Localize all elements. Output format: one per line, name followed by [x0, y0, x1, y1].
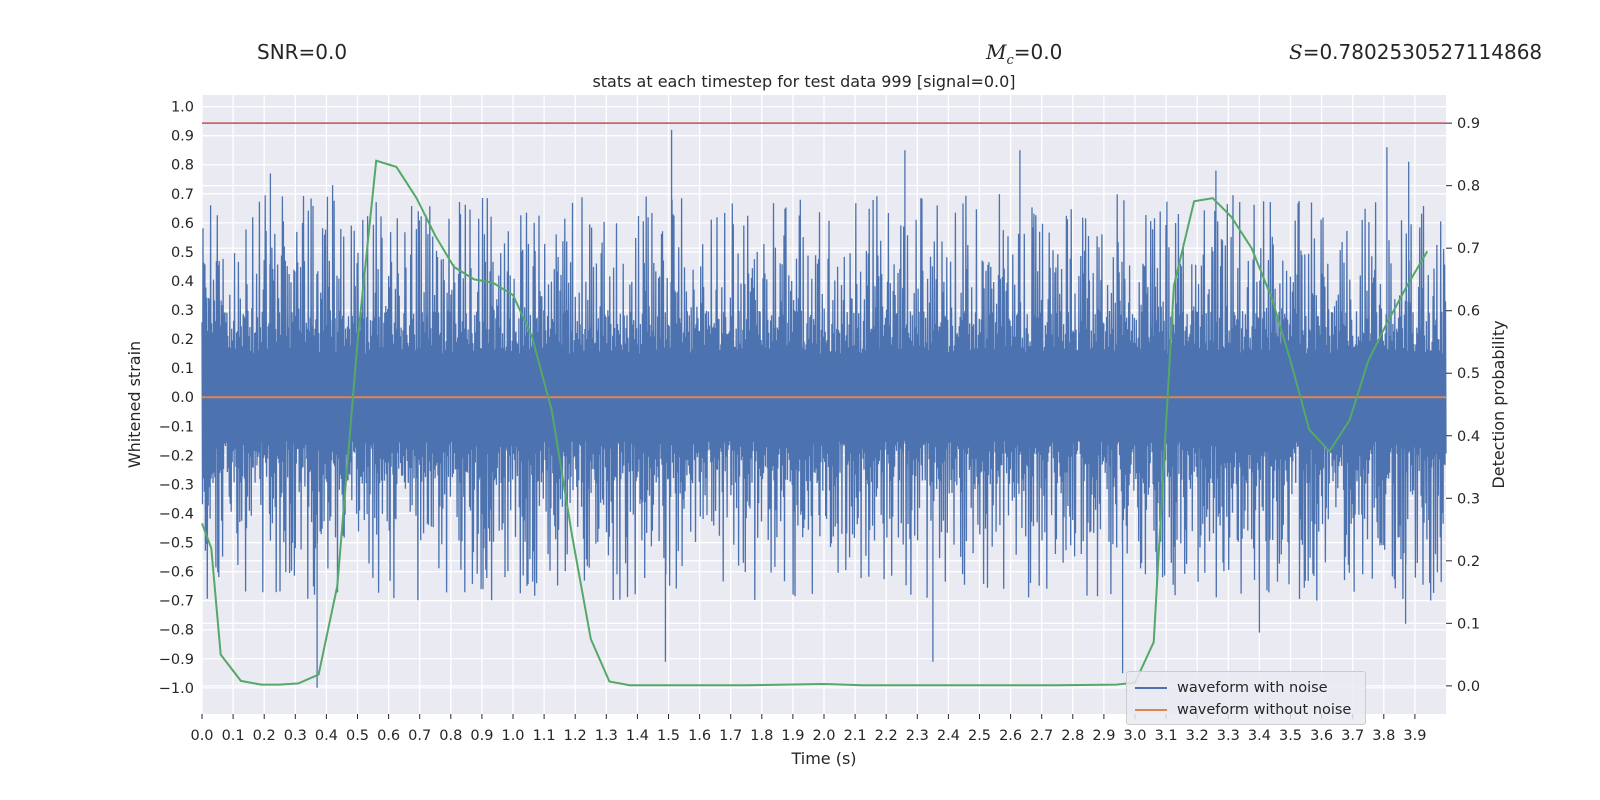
- y-tick-label: 0.4: [171, 274, 194, 290]
- score-value: =0.7802530527114868: [1302, 40, 1543, 64]
- x-tick-label: 0.8: [439, 728, 462, 744]
- legend: waveform with noise waveform without noi…: [1126, 671, 1366, 725]
- y2-tick-label: 0.3: [1457, 491, 1480, 507]
- x-tick-label: 1.5: [657, 728, 680, 744]
- y2-tick-label: 0.4: [1457, 429, 1480, 445]
- y-tick-label: −1.0: [159, 681, 194, 697]
- x-tick-label: 3.4: [1248, 728, 1271, 744]
- chirp-mass-symbol: M: [986, 40, 1007, 64]
- y2-tick-label: 0.5: [1457, 366, 1480, 382]
- x-tick-label: 2.2: [875, 728, 898, 744]
- x-tick-label: 1.0: [501, 728, 524, 744]
- x-tick-label: 1.6: [688, 728, 711, 744]
- y-tick-label: 0.0: [171, 390, 194, 406]
- x-tick-label: 0.3: [284, 728, 307, 744]
- x-tick-label: 1.4: [626, 728, 649, 744]
- x-tick-label: 1.1: [533, 728, 556, 744]
- legend-swatch-clean: [1135, 709, 1167, 711]
- y-tick-label: −0.9: [159, 652, 194, 668]
- x-tick-label: 1.3: [595, 728, 618, 744]
- y2-tick-label: 0.2: [1457, 554, 1480, 570]
- y2-tick-label: 0.7: [1457, 241, 1480, 257]
- y-tick-label: 0.9: [171, 129, 194, 145]
- x-tick-label: 2.4: [937, 728, 960, 744]
- y2-tick-label: 0.6: [1457, 304, 1480, 320]
- legend-label-clean: waveform without noise: [1177, 702, 1352, 718]
- series-detection-probability: [201, 159, 1429, 687]
- y2-tick-label: 0.1: [1457, 616, 1480, 632]
- x-tick-label: 3.7: [1341, 728, 1364, 744]
- y-tick-label: −0.1: [159, 419, 194, 435]
- y-tick-label: −0.5: [159, 536, 194, 552]
- y-tick-label: −0.4: [159, 506, 194, 522]
- y-tick-label: 0.3: [171, 303, 194, 319]
- y-tick-label: −0.8: [159, 623, 194, 639]
- chart-title: stats at each timestep for test data 999…: [592, 72, 1016, 91]
- x-tick-label: 3.8: [1372, 728, 1395, 744]
- y-tick-label: −0.7: [159, 594, 194, 610]
- score-label: S=0.7802530527114868: [1289, 40, 1542, 64]
- x-tick-label: 0.6: [377, 728, 400, 744]
- y-tick-label: −0.6: [159, 565, 194, 581]
- x-tick-label: 2.0: [812, 728, 835, 744]
- x-axis-label: Time (s): [790, 749, 856, 768]
- y-tick-label: −0.3: [159, 477, 194, 493]
- x-tick-label: 0.9: [470, 728, 493, 744]
- x-tick-label: 1.2: [564, 728, 587, 744]
- y2-tick-label: 0.0: [1457, 679, 1480, 695]
- x-tick-label: 3.6: [1310, 728, 1333, 744]
- x-tick-label: 2.8: [1061, 728, 1084, 744]
- y-tick-label: 0.8: [171, 158, 194, 174]
- x-tick-label: 1.8: [750, 728, 773, 744]
- x-tick-label: 2.9: [1092, 728, 1115, 744]
- x-tick-label: 2.3: [906, 728, 929, 744]
- y-tick-label: 1.0: [171, 100, 194, 116]
- legend-swatch-noisy: [1135, 687, 1167, 689]
- legend-item-noisy: waveform with noise: [1135, 678, 1328, 698]
- y-tick-label: 0.2: [171, 332, 194, 348]
- x-tick-label: 0.0: [190, 728, 213, 744]
- series-waveform-with-noise: [201, 129, 1447, 688]
- y2-tick-label: 0.9: [1457, 116, 1480, 132]
- y-tick-label: 0.1: [171, 361, 194, 377]
- chirp-mass-label: Mc=0.0: [986, 40, 1062, 68]
- x-tick-label: 3.5: [1279, 728, 1302, 744]
- snr-label: SNR=0.0: [257, 40, 348, 64]
- x-tick-label: 0.7: [408, 728, 431, 744]
- y2-tick-label: 0.8: [1457, 179, 1480, 195]
- legend-item-clean: waveform without noise: [1135, 700, 1351, 720]
- y-tick-label: 0.7: [171, 187, 194, 203]
- x-tick-label: 3.0: [1123, 728, 1146, 744]
- x-tick-label: 1.9: [781, 728, 804, 744]
- y-axis-label: Whitened strain: [125, 341, 144, 468]
- x-tick-label: 2.5: [968, 728, 991, 744]
- legend-label-noisy: waveform with noise: [1177, 680, 1328, 696]
- x-tick-label: 1.7: [719, 728, 742, 744]
- chirp-mass-subscript: c: [1006, 53, 1014, 68]
- x-tick-label: 2.7: [1030, 728, 1053, 744]
- x-tick-label: 3.1: [1155, 728, 1178, 744]
- chirp-mass-value: =0.0: [1013, 40, 1063, 64]
- x-tick-label: 3.2: [1186, 728, 1209, 744]
- y2-axis-label: Detection probability: [1489, 320, 1508, 488]
- x-tick-label: 0.4: [315, 728, 338, 744]
- x-tick-label: 3.3: [1217, 728, 1240, 744]
- score-symbol: S: [1289, 40, 1303, 64]
- y-tick-label: 0.6: [171, 216, 194, 232]
- x-tick-label: 3.9: [1403, 728, 1426, 744]
- y-tick-label: −0.2: [159, 448, 194, 464]
- x-tick-label: 2.6: [999, 728, 1022, 744]
- x-tick-label: 0.5: [346, 728, 369, 744]
- x-tick-label: 0.1: [222, 728, 245, 744]
- y-tick-label: 0.5: [171, 245, 194, 261]
- x-tick-label: 2.1: [844, 728, 867, 744]
- x-tick-label: 0.2: [253, 728, 276, 744]
